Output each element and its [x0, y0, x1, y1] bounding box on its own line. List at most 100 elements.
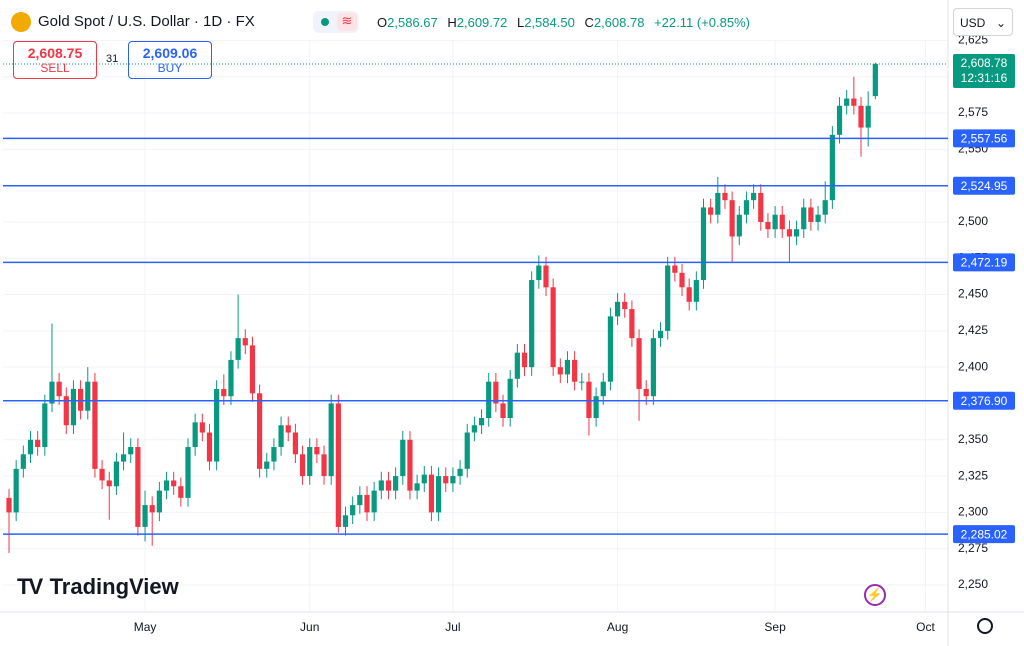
- candle-body: [13, 468, 19, 513]
- candle-body: [708, 207, 714, 215]
- candle-body: [779, 214, 785, 230]
- candle-body: [486, 381, 492, 418]
- ohlc-change: +22.11 (+0.85%): [654, 15, 750, 30]
- candle-body: [564, 359, 571, 375]
- candle-body: [120, 454, 127, 462]
- level-label-box: [953, 391, 1015, 410]
- level-label-box: [953, 253, 1015, 272]
- candle-body: [543, 265, 549, 288]
- candle-body: [793, 229, 800, 237]
- candle-body: [428, 474, 435, 513]
- candle-body: [285, 425, 291, 433]
- level-label: 2,285.02: [961, 527, 1008, 541]
- candle-body: [128, 447, 134, 455]
- candle-body: [529, 280, 535, 368]
- y-tick-label: 2,500: [958, 214, 988, 228]
- candle-body: [729, 200, 735, 237]
- candle-body: [500, 403, 506, 418]
- candle-body: [206, 432, 213, 462]
- candle-body: [765, 221, 771, 230]
- candle-body: [163, 480, 170, 491]
- candle-body: [70, 388, 77, 426]
- symbol-title[interactable]: Gold Spot / U.S. Dollar · 1D · FX: [38, 13, 255, 30]
- last-price-label: 2,608.78: [961, 56, 1008, 70]
- x-tick-label: Sep: [764, 620, 786, 634]
- sell-label: SELL: [40, 61, 70, 75]
- candle-body: [264, 461, 270, 469]
- candle-body: [801, 207, 807, 230]
- y-tick-label: 2,300: [958, 505, 988, 519]
- candle-body: [865, 105, 871, 128]
- logo-text: TradingView: [49, 574, 179, 599]
- candle-body: [156, 490, 162, 513]
- spread: 31: [106, 53, 119, 65]
- candle-body: [715, 192, 721, 215]
- candle-body: [27, 439, 34, 455]
- market-status[interactable]: ≋: [313, 11, 359, 33]
- candle-body: [335, 403, 341, 527]
- candle-body: [521, 352, 528, 368]
- settings-icon[interactable]: [977, 618, 993, 634]
- candle-body: [92, 381, 98, 469]
- candle-body: [364, 494, 370, 513]
- candle-body: [106, 480, 112, 487]
- currency-button[interactable]: USD ⌄: [953, 8, 1013, 36]
- candle-body: [514, 352, 520, 379]
- sell-price: 2,608.75: [27, 45, 83, 61]
- buy-label: BUY: [157, 61, 183, 75]
- candle-body: [393, 476, 399, 491]
- candle-body: [650, 338, 656, 397]
- candle-body: [385, 480, 392, 491]
- candle-body: [829, 134, 835, 201]
- ohlc-value: 2,609.72: [456, 15, 508, 30]
- candle-body: [464, 432, 470, 469]
- candle-body: [435, 476, 442, 513]
- candle-body: [579, 381, 585, 383]
- ohlc-value: 2,608.78: [593, 15, 645, 30]
- candle-body: [185, 447, 191, 498]
- candle-body: [679, 272, 685, 288]
- buy-button[interactable]: 2,609.06 BUY: [128, 41, 212, 79]
- candle-body: [672, 265, 678, 273]
- level-label: 2,376.90: [961, 394, 1008, 408]
- candle-body: [192, 422, 198, 448]
- candle-body: [478, 417, 485, 426]
- alert-icon[interactable]: ⚡: [864, 584, 886, 606]
- x-tick-label: Jul: [445, 620, 460, 634]
- candle-body: [357, 494, 363, 506]
- candle-body: [836, 105, 843, 135]
- x-tick-label: Oct: [916, 620, 935, 634]
- candle-body: [815, 214, 821, 222]
- candle-body: [851, 98, 857, 106]
- candle-body: [135, 447, 141, 527]
- y-tick-label: 2,275: [958, 541, 988, 555]
- sell-button[interactable]: 2,608.75 SELL: [13, 41, 97, 79]
- candle-body: [20, 454, 26, 469]
- candle-body: [572, 359, 578, 382]
- candle-body: [400, 439, 406, 477]
- y-tick-label: 2,450: [958, 287, 988, 301]
- ohlc-value: 2,584.50: [524, 15, 575, 30]
- candle-body: [786, 229, 793, 237]
- candle-body: [221, 388, 227, 397]
- candle-body: [665, 265, 671, 331]
- candle-body: [471, 425, 477, 433]
- candle-body: [378, 480, 384, 491]
- candle-body: [772, 214, 778, 230]
- ohlc-key: O: [377, 15, 388, 30]
- candle-body: [85, 381, 91, 411]
- ohlc-value: 2,586.67: [387, 15, 438, 30]
- y-tick-label: 2,250: [958, 577, 988, 591]
- candle-body: [751, 192, 757, 201]
- candle-body: [113, 461, 120, 487]
- y-tick-label: 2,325: [958, 468, 988, 482]
- y-tick-label: 2,350: [958, 432, 988, 446]
- x-tick-label: Aug: [607, 620, 628, 634]
- ohlc-key: L: [516, 15, 525, 30]
- candle-body: [292, 432, 298, 455]
- candle-body: [99, 468, 105, 481]
- candle-body: [536, 265, 542, 281]
- candle-body: [858, 105, 864, 128]
- candle-body: [228, 359, 234, 397]
